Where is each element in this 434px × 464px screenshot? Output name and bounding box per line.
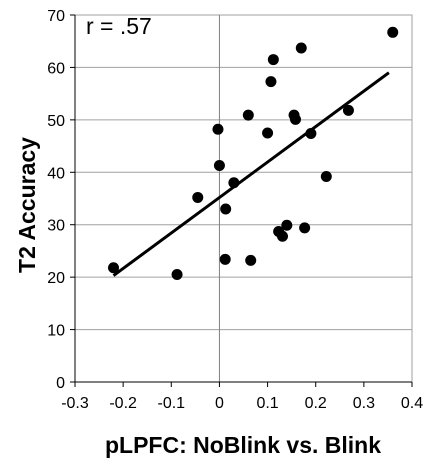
- data-point: [276, 230, 288, 242]
- x-tick-label: -0.2: [109, 395, 137, 412]
- regression-line: [112, 71, 390, 277]
- gridlines: [75, 66, 412, 331]
- data-point: [219, 253, 231, 265]
- y-tick-label: 60: [47, 60, 65, 77]
- y-tick-label: 10: [47, 323, 65, 340]
- trendline: [112, 71, 390, 277]
- data-point: [108, 262, 120, 274]
- x-tick-label: 0.2: [305, 395, 327, 412]
- data-point: [192, 191, 204, 203]
- data-point: [267, 54, 279, 66]
- data-point: [387, 26, 399, 38]
- x-tick-label: 0: [215, 395, 224, 412]
- data-point: [262, 127, 274, 139]
- data-point: [245, 254, 257, 266]
- tick-labels: 0 10 20 30 40 50 60 70 -0.3 -0.2 -0.1 0 0.1 0.2 0.3 0.4: [47, 8, 423, 412]
- data-point: [265, 76, 277, 88]
- plot-frame: [74, 14, 413, 383]
- data-point: [299, 222, 311, 234]
- axes: [70, 14, 413, 387]
- y-tick-label: 30: [47, 218, 65, 235]
- y-tick-label: 70: [47, 8, 65, 25]
- data-point: [320, 170, 332, 182]
- data-point: [289, 113, 301, 125]
- y-tick-label: 50: [47, 113, 65, 130]
- correlation-annotation: r = .57: [86, 13, 152, 39]
- x-tick-label: 0.1: [256, 395, 278, 412]
- y-axis-title: T2 Accuracy: [14, 137, 40, 273]
- y-tick-label: 40: [47, 165, 65, 182]
- y-tick-label: 0: [56, 375, 65, 392]
- data-point: [220, 203, 232, 215]
- x-tick-label: 0.4: [401, 395, 423, 412]
- data-point: [212, 123, 224, 135]
- data-points: [108, 26, 399, 281]
- data-point: [295, 42, 307, 54]
- data-point: [281, 219, 293, 231]
- data-point: [242, 109, 254, 121]
- x-tick-label: -0.1: [157, 395, 185, 412]
- x-axis-title: pLPFC: NoBlink vs. Blink: [105, 432, 381, 458]
- data-point: [171, 269, 183, 281]
- y-tick-label: 20: [47, 270, 65, 287]
- data-point: [305, 127, 317, 139]
- x-tick-label: -0.3: [61, 395, 89, 412]
- x-tick-label: 0.3: [353, 395, 375, 412]
- data-point: [213, 159, 225, 171]
- data-point: [228, 177, 240, 189]
- data-point: [342, 104, 354, 116]
